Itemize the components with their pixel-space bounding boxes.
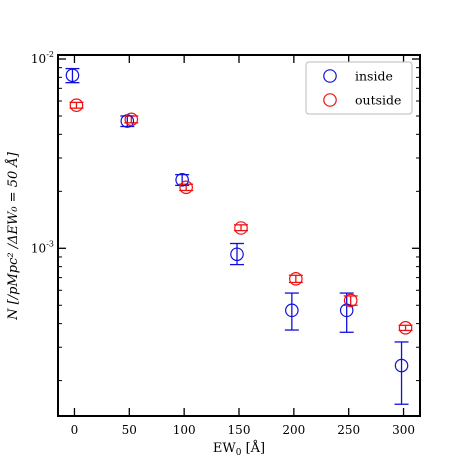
data-point-outside [289,271,303,286]
x-tick-label: 150 [228,423,251,437]
legend-label-inside: inside [355,69,393,84]
data-point-outside [69,98,84,113]
x-axis-label: EW0 [Å] [213,440,265,458]
data-point-outside [234,221,248,235]
data-point-inside [339,303,354,318]
data-point-inside [175,173,189,187]
legend: inside outside [305,61,413,115]
x-tick-label: 100 [173,423,196,437]
errorbars-layer [65,67,413,405]
data-point-outside [179,180,193,195]
x-tick-label: 0 [71,423,79,437]
ticks-layer [58,55,420,416]
legend-marker-outside [323,93,337,107]
tick-labels-layer: 0 50 100 150 200 250 300 10-3 10-2 [31,50,415,437]
x-axis-label-unit: [Å] [241,440,265,456]
legend-marker-inside [323,69,337,83]
x-tick-label: 250 [337,423,360,437]
markers-layer [65,68,413,373]
x-axis-label-main: EW [213,441,236,456]
y-axis-label: N [/pMpc² /ΔEW₀ = 50 Å] [5,151,21,321]
data-point-inside [394,358,409,373]
x-tick-label: 200 [282,423,305,437]
data-point-outside [398,321,413,335]
y-tick-label: 10-2 [31,50,54,66]
data-point-inside [230,247,244,262]
legend-box [305,61,413,115]
data-point-inside [65,68,80,83]
y-tick-label: 10-3 [31,239,54,255]
data-point-outside [343,293,358,308]
x-tick-label: 300 [392,423,415,437]
x-tick-label: 50 [122,423,137,437]
data-point-outside [124,112,139,127]
x-axis-label-sub: 0 [236,448,242,458]
legend-label-outside: outside [355,93,401,108]
data-point-inside [285,303,299,318]
